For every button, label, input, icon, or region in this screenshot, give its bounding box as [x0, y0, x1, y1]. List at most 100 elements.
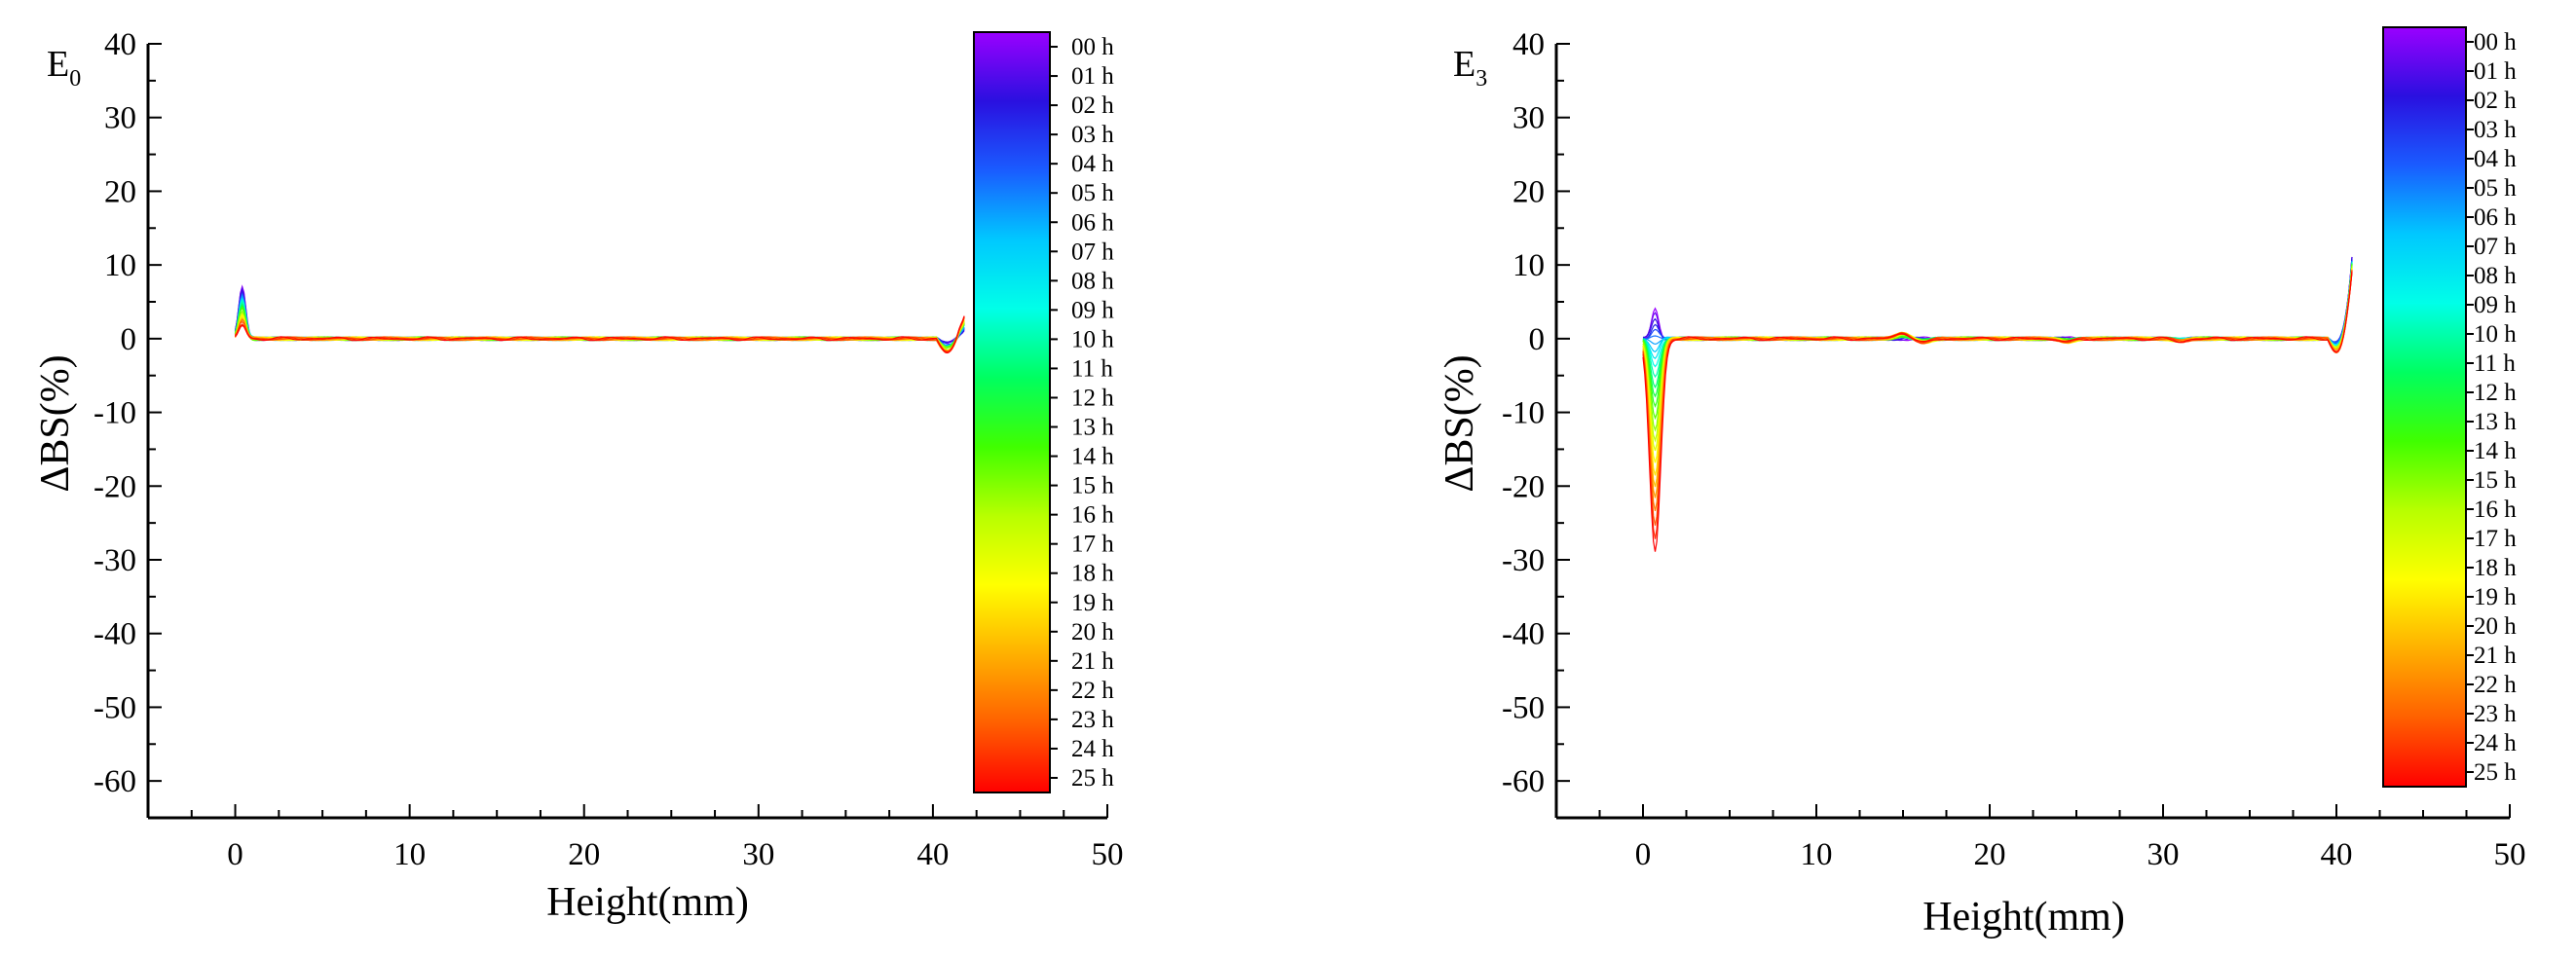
colorbar-label: 25 h	[1071, 765, 1114, 792]
series-curves	[234, 284, 965, 354]
colorbar-label: 02 h	[2474, 88, 2517, 114]
series-line	[1642, 260, 2353, 344]
colorbar-label: 14 h	[2474, 438, 2517, 464]
colorbar-label: 21 h	[2474, 643, 2517, 669]
colorbar-label: 20 h	[1071, 619, 1114, 645]
y-tick-label: -10	[93, 396, 136, 431]
series-line	[1642, 272, 2353, 552]
x-tick-label: 20	[1974, 837, 2006, 872]
colorbar-label: 12 h	[2474, 380, 2517, 406]
y-ticks: 40 30 20 10 0 -10 -20 -30 -40 -50 -60	[1502, 27, 1570, 799]
y-tick-label: 20	[1512, 174, 1545, 209]
colorbar-label: 13 h	[2474, 409, 2517, 435]
colorbar-label: 14 h	[1071, 444, 1114, 470]
colorbar: 00 h01 h02 h03 h04 h05 h06 h07 h08 h09 h…	[2382, 26, 2517, 788]
series-line	[234, 317, 965, 352]
series-line	[234, 288, 965, 343]
colorbar-label: 15 h	[2474, 467, 2517, 494]
series-line	[234, 285, 965, 344]
series-line	[234, 317, 965, 353]
colorbar-label: 15 h	[1071, 473, 1114, 499]
colorbar-label: 16 h	[1071, 502, 1114, 529]
colorbar-label: 17 h	[2474, 526, 2517, 552]
series-line	[1642, 265, 2353, 432]
colorbar-label: 05 h	[2474, 175, 2517, 202]
colorbar-label: 10 h	[2474, 321, 2517, 348]
colorbar-label: 12 h	[1071, 385, 1114, 411]
series-line	[1642, 263, 2353, 368]
x-tick-label: 20	[568, 837, 600, 872]
colorbar-label: 04 h	[2474, 146, 2517, 172]
y-tick-label: 0	[1529, 322, 1546, 357]
series-line	[234, 305, 965, 349]
colorbar-label: 19 h	[1071, 590, 1114, 616]
chart-panel-e0: 0 10 20 30 40 50 403020100-10-20-30-40-50-60 …	[33, 27, 1124, 925]
series-line	[1642, 264, 2353, 398]
y-tick-label: 0	[121, 322, 137, 357]
x-ticks: 0 10 20 30 40 50	[147, 804, 1124, 872]
colorbar-label: 19 h	[2474, 584, 2517, 610]
colorbar-label: 09 h	[2474, 292, 2517, 318]
colorbar-label: 04 h	[1071, 151, 1114, 177]
colorbar-label: 11 h	[2474, 350, 2516, 377]
colorbar-label: 25 h	[2474, 759, 2517, 786]
series-curves	[1642, 256, 2353, 552]
series-line	[234, 312, 965, 350]
series-line	[1642, 263, 2353, 389]
series-line	[1642, 270, 2353, 512]
colorbar-label: 23 h	[1071, 707, 1114, 733]
series-line	[1642, 267, 2353, 443]
colorbar-label: 21 h	[1071, 648, 1114, 675]
series-line	[1642, 264, 2353, 409]
plot-area: 0 10 20 30 40 50 40 30 20 10 0 -10 -20 -30 -40 -50 -60	[1502, 27, 2526, 872]
colorbar-label: 03 h	[1071, 122, 1114, 148]
series-line	[234, 304, 965, 349]
y-axis-title: ΔBS(%)	[33, 354, 78, 492]
series-line	[1642, 257, 2353, 343]
colorbar-label: 08 h	[2474, 263, 2517, 289]
colorbar-label: 16 h	[2474, 497, 2517, 523]
series-line	[234, 310, 965, 349]
y-tick-label: -20	[1502, 469, 1545, 504]
colorbar-label: 22 h	[1071, 678, 1114, 704]
chart-panel-e3: 0 10 20 30 40 50 403020100-10-20-30-40-50-60 …	[1437, 26, 2526, 940]
y-tick-label: -30	[93, 543, 136, 578]
y-tick-label: -50	[93, 690, 136, 725]
colorbar-label: 01 h	[2474, 58, 2517, 85]
series-line	[1642, 271, 2353, 539]
y-tick-label: -60	[93, 764, 136, 799]
series-line	[1642, 268, 2353, 463]
colorbar-label: 11 h	[1071, 355, 1113, 382]
y-tick-label: 40	[104, 27, 136, 62]
colorbar-label: 00 h	[2474, 29, 2517, 55]
series-line	[235, 315, 965, 354]
series-line	[1642, 262, 2353, 379]
series-line	[1643, 261, 2353, 343]
y-tick-label: -60	[1502, 764, 1545, 799]
colorbar-label: 06 h	[2474, 204, 2517, 231]
y-tick-label: 20	[104, 174, 136, 209]
x-tick-label: 50	[2494, 837, 2526, 872]
series-line	[234, 316, 965, 354]
series-line	[1642, 268, 2353, 452]
plot-area: 0 10 20 30 40 50 40 30 20 10 0 -10 -20 -30 -40 -50 -60	[93, 27, 1124, 872]
series-line	[1642, 270, 2353, 526]
colorbar: 00 h01 h02 h03 h04 h05 h06 h07 h08 h09 h…	[973, 31, 1114, 793]
y-tick-label: -30	[1502, 543, 1545, 578]
colorbar-label: 00 h	[1071, 34, 1114, 60]
y-tick-label: -40	[93, 617, 136, 652]
colorbar-label: 22 h	[2474, 672, 2517, 698]
x-tick-label: 40	[2321, 837, 2353, 872]
series-line	[235, 315, 965, 353]
series-line	[234, 284, 965, 344]
colorbar-gradient	[973, 31, 1051, 793]
colorbar-label: 20 h	[2474, 613, 2517, 640]
series-line	[1642, 259, 2353, 344]
y-tick-label: 10	[104, 248, 136, 283]
x-tick-label: 10	[393, 837, 426, 872]
y-tick-label: -20	[93, 469, 136, 504]
y-tick-label: 30	[1512, 101, 1545, 136]
panel-label: E0	[47, 44, 81, 92]
series-line	[234, 317, 965, 352]
